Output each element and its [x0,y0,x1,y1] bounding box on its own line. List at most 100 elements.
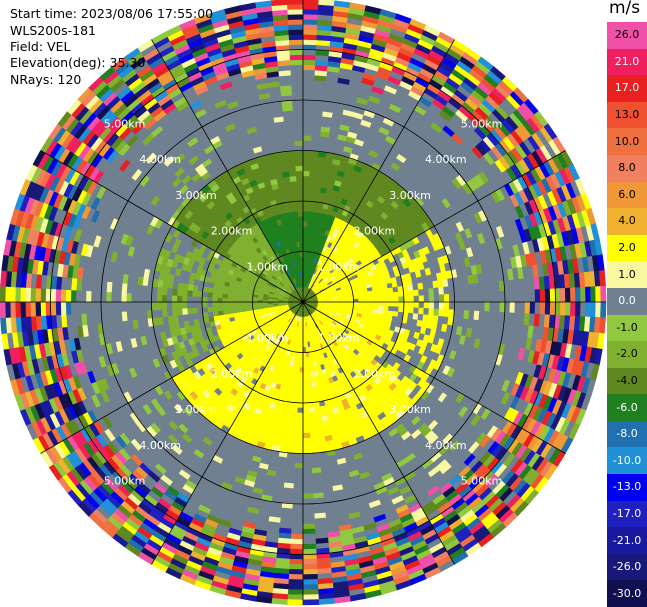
velocity-gate [302,427,311,434]
velocity-gate [598,269,606,287]
velocity-gate [302,59,317,66]
velocity-gate [458,301,465,311]
velocity-gate [302,584,319,591]
velocity-gate [307,387,313,394]
velocity-gate [287,579,304,586]
velocity-gate [529,301,536,315]
velocity-gate [499,291,506,303]
velocity-gate [312,391,319,398]
velocity-gate [308,422,317,429]
velocity-gate [302,538,317,545]
velocity-gate [286,599,304,606]
velocity-gate [295,427,304,434]
velocity-gate [514,290,521,303]
velocity-gate [302,417,310,424]
velocity-gate [308,412,316,419]
velocity-gate [302,155,312,162]
velocity-gate [291,402,299,409]
velocity-gate [368,301,375,307]
velocity-gate [302,89,315,96]
velocity-gate [302,33,318,41]
velocity-gate [408,301,415,309]
velocity-gate [559,287,566,303]
velocity-gate [302,215,308,222]
velocity-gate [479,301,486,312]
colorbar-unit: m/s [609,0,641,18]
velocity-gate [302,407,310,414]
velocity-gate [302,190,310,197]
velocity-gate [418,295,425,303]
velocity-gate [302,412,310,419]
velocity-gate [297,402,304,409]
velocity-gate [298,382,304,389]
velocity-gate [373,301,380,307]
velocity-gate [393,291,400,298]
velocity-gate [302,523,316,530]
velocity-gate [308,180,317,187]
velocity-gate [306,366,311,373]
velocity-gate [519,290,526,303]
velocity-gate [393,296,400,303]
velocity-gate [539,301,546,316]
velocity-gates [0,0,607,606]
velocity-gate [428,287,435,296]
velocity-gate [302,468,313,475]
velocity-gate [302,513,315,520]
velocity-gate [299,362,304,368]
velocity-gate [309,432,318,439]
velocity-gate [288,558,304,565]
velocity-gate [293,468,304,475]
velocity-gate [302,493,314,500]
velocity-gate [306,376,312,384]
velocity-gate [297,392,304,399]
velocity-gate [418,301,425,309]
velocity-gate [529,289,536,303]
velocity-gate [484,301,491,313]
velocity-gate [302,230,308,237]
velocity-gate [302,498,314,505]
velocity-gate [307,392,314,399]
velocity-gate [289,422,298,429]
velocity-gate [448,301,455,311]
velocity-gate [302,49,317,56]
velocity-gate [302,74,316,81]
velocity-gate [595,286,602,303]
velocity-gate [292,493,304,500]
velocity-gate [295,432,304,439]
velocity-gate [289,538,304,545]
velocity-gate [307,205,314,212]
velocity-gate [388,306,395,312]
velocity-gate [302,69,316,76]
velocity-gate [291,513,304,520]
velocity-gate [305,361,311,368]
velocity-gate [287,442,296,449]
velocity-gate [408,290,415,297]
velocity-gate [302,180,310,187]
velocity-gate [554,288,561,303]
velocity-gate [290,412,298,419]
velocity-gate [307,210,313,217]
velocity-gate [418,307,425,316]
velocity-gate [494,291,501,303]
velocity-gate [302,18,319,25]
velocity-gate [564,287,572,303]
velocity-gate [289,543,304,550]
velocity-gate [289,553,304,560]
velocity-gate [307,195,315,202]
velocity-gate [296,417,304,424]
velocity-gate [302,200,309,207]
velocity-gate [564,301,572,317]
velocity-gate [294,447,304,454]
velocity-gate [383,297,390,303]
velocity-gate [388,292,395,298]
velocity-gate [403,290,410,298]
velocity-gate [302,352,307,358]
velocity-gate [514,301,521,314]
velocity-gate [413,295,420,303]
velocity-gate [590,286,597,303]
velocity-gate [291,407,298,414]
velocity-gate [489,291,496,303]
velocity-gate [443,301,450,311]
velocity-gate [308,185,316,192]
velocity-gate [270,597,288,605]
